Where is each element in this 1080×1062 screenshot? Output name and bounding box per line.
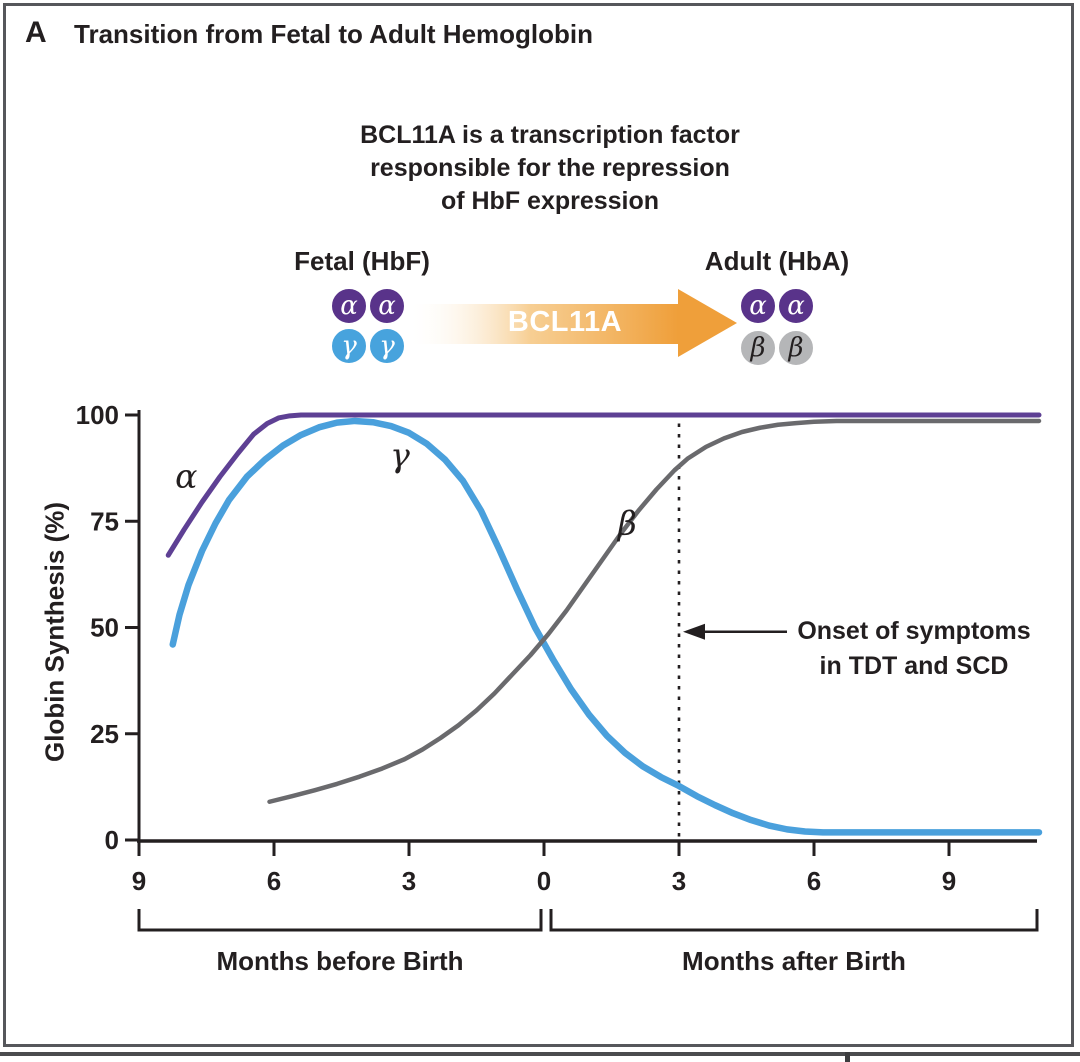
x-tick-label: 9 xyxy=(942,866,956,896)
x-tick-label: 3 xyxy=(402,866,416,896)
annotation-line-1: BCL11A is a transcription factor xyxy=(360,121,740,149)
annotation-line-3: of HbF expression xyxy=(440,187,660,215)
y-axis-title: Globin Synthesis (%) xyxy=(39,501,70,763)
annotation-line-2: responsible for the repression xyxy=(370,154,730,182)
alpha-subunit-icon: α xyxy=(777,287,815,325)
months-after-birth-label: Months after Birth xyxy=(682,946,906,976)
alpha-subunit-icon: α xyxy=(368,287,406,325)
alpha-subunit-icon: α xyxy=(330,287,368,325)
y-tick-label: 100 xyxy=(76,400,119,430)
y-tick-label: 50 xyxy=(90,613,119,643)
panel-title: Transition from Fetal to Adult Hemoglobi… xyxy=(74,19,594,49)
arrow-body xyxy=(410,304,678,344)
y-tick-label: 0 xyxy=(105,825,119,855)
panel-letter: A xyxy=(25,16,47,49)
beta-subunit-icon: β xyxy=(739,329,777,367)
gamma-subunit-icon: γ xyxy=(368,327,406,365)
curve-β xyxy=(267,418,1042,804)
bcl11a-arrow-label: BCL11A xyxy=(507,306,623,338)
curve-γ xyxy=(169,417,1043,836)
x-tick-label: 9 xyxy=(132,866,146,896)
y-tick-label: 75 xyxy=(90,506,119,536)
x-tick-label: 0 xyxy=(537,866,551,896)
curve-α xyxy=(165,412,1042,558)
bcl11a-arrow-icon xyxy=(410,289,737,357)
arrow-head xyxy=(678,289,737,357)
x-tick-label: 6 xyxy=(807,866,821,896)
globin-synthesis-chart: α γ β 0 25 50 75 100 9 6 3 0 3 6 9 xyxy=(76,400,1043,932)
after-birth-bracket xyxy=(549,909,1039,932)
x-tick-label: 6 xyxy=(267,866,281,896)
fetal-hbf-label: Fetal (HbF) xyxy=(294,246,430,276)
adult-hba-label: Adult (HbA) xyxy=(704,246,850,276)
onset-callout-line-2: in TDT and SCD xyxy=(819,652,1009,680)
curve-label-β: β xyxy=(616,503,637,542)
before-birth-bracket xyxy=(137,909,543,932)
onset-arrow-head-icon xyxy=(683,623,705,640)
bcl11a-annotation: BCL11A is a transcription factor respons… xyxy=(190,119,910,218)
next-panel-divider xyxy=(845,1052,850,1062)
gamma-subunit-icon: γ xyxy=(330,327,368,365)
onset-callout-line-1: Onset of symptoms xyxy=(797,617,1031,645)
curve-label-α: α xyxy=(175,457,197,496)
alpha-subunit-icon: α xyxy=(739,287,777,325)
curve-label-γ: γ xyxy=(390,435,410,474)
y-tick-label: 25 xyxy=(90,719,119,749)
months-before-birth-label: Months before Birth xyxy=(216,946,464,976)
next-panel-top-border xyxy=(0,1052,1080,1056)
onset-callout: Onset of symptoms in TDT and SCD xyxy=(778,614,1050,684)
beta-subunit-icon: β xyxy=(777,329,815,367)
x-tick-label: 3 xyxy=(672,866,686,896)
panel-border xyxy=(3,3,1074,1047)
